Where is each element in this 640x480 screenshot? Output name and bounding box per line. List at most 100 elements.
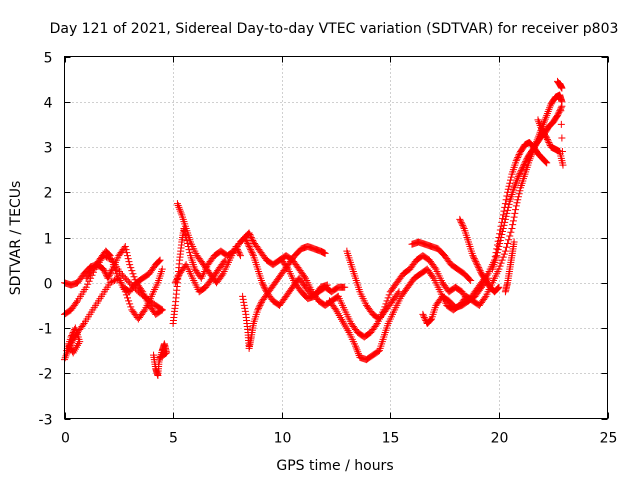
data-point bbox=[501, 247, 509, 255]
plot-frame bbox=[64, 56, 608, 419]
data-point bbox=[241, 234, 249, 241]
data-point bbox=[175, 271, 183, 279]
axis-ticks bbox=[64, 56, 609, 420]
data-point bbox=[72, 298, 80, 306]
data-point bbox=[172, 277, 180, 285]
data-point bbox=[341, 283, 349, 291]
data-point bbox=[499, 215, 507, 223]
data-point bbox=[130, 273, 138, 281]
data-point bbox=[110, 264, 118, 272]
data-point bbox=[105, 273, 113, 281]
data-point bbox=[126, 279, 134, 287]
data-point bbox=[105, 271, 113, 279]
data-point bbox=[104, 274, 112, 282]
data-point bbox=[257, 298, 265, 306]
series-track-t bbox=[534, 77, 567, 169]
data-point bbox=[476, 267, 484, 275]
data-point bbox=[249, 250, 257, 258]
data-point bbox=[472, 259, 480, 267]
data-point bbox=[505, 200, 513, 208]
data-point bbox=[155, 257, 163, 265]
data-point bbox=[497, 259, 505, 267]
data-point bbox=[301, 273, 309, 281]
data-point bbox=[510, 213, 518, 221]
x-tick-label: 15 bbox=[382, 431, 400, 447]
data-point bbox=[84, 280, 92, 288]
series-track-g bbox=[169, 224, 342, 327]
data-point bbox=[495, 265, 503, 273]
data-point bbox=[496, 240, 504, 248]
grid-lines bbox=[64, 56, 608, 419]
data-point bbox=[233, 244, 241, 252]
data-point bbox=[257, 300, 265, 308]
data-point bbox=[140, 307, 148, 315]
data-point bbox=[67, 344, 75, 352]
data-point bbox=[186, 249, 194, 257]
data-point bbox=[504, 203, 512, 211]
data-point bbox=[459, 221, 467, 229]
data-point bbox=[173, 274, 181, 282]
data-point bbox=[493, 249, 501, 257]
data-point bbox=[514, 152, 522, 160]
data-point bbox=[512, 202, 520, 210]
y-tick-label: 5 bbox=[44, 51, 53, 67]
data-point bbox=[420, 313, 428, 321]
data-point bbox=[513, 155, 521, 163]
data-point bbox=[221, 256, 229, 264]
data-point bbox=[106, 252, 114, 260]
data-point bbox=[493, 285, 501, 293]
data-point bbox=[125, 258, 133, 266]
data-point bbox=[232, 243, 240, 251]
data-point bbox=[395, 288, 403, 296]
data-point bbox=[105, 251, 113, 259]
data-point bbox=[239, 295, 247, 303]
data-point bbox=[456, 215, 464, 223]
data-point bbox=[256, 301, 264, 309]
data-point bbox=[100, 265, 108, 273]
data-point bbox=[427, 316, 435, 324]
data-point bbox=[121, 243, 129, 251]
data-point bbox=[499, 224, 507, 232]
data-point bbox=[499, 253, 507, 261]
data-point bbox=[247, 246, 255, 254]
data-point bbox=[244, 240, 252, 248]
data-point bbox=[372, 321, 380, 329]
data-point bbox=[323, 281, 331, 289]
y-tick-label: 1 bbox=[44, 232, 53, 248]
data-point bbox=[123, 276, 131, 284]
data-point bbox=[385, 291, 393, 299]
data-point bbox=[171, 279, 179, 287]
data-point bbox=[500, 250, 508, 258]
data-point bbox=[109, 277, 117, 285]
data-point bbox=[514, 193, 522, 201]
data-point bbox=[509, 221, 517, 229]
data-point bbox=[496, 262, 504, 270]
data-point bbox=[158, 265, 166, 273]
data-point bbox=[521, 159, 529, 167]
data-point bbox=[503, 243, 511, 251]
data-point bbox=[123, 249, 131, 257]
data-point bbox=[155, 258, 163, 266]
data-point bbox=[120, 273, 128, 281]
data-point bbox=[120, 244, 128, 252]
data-point bbox=[518, 165, 526, 173]
data-point bbox=[247, 234, 255, 241]
data-point bbox=[503, 192, 511, 200]
data-point bbox=[218, 271, 226, 279]
data-point bbox=[112, 267, 120, 275]
data-point bbox=[556, 93, 564, 101]
data-point bbox=[458, 220, 466, 228]
x-tick-label: 25 bbox=[600, 431, 618, 447]
data-point bbox=[123, 252, 131, 260]
data-point bbox=[510, 238, 518, 246]
data-point bbox=[475, 265, 483, 273]
data-point bbox=[100, 267, 108, 275]
data-point bbox=[470, 253, 478, 261]
data-point bbox=[522, 157, 530, 165]
data-point bbox=[506, 176, 514, 184]
series-track-d bbox=[82, 247, 164, 296]
data-point bbox=[505, 236, 513, 244]
data-point bbox=[247, 232, 255, 240]
data-point bbox=[129, 270, 137, 278]
data-point bbox=[235, 249, 243, 257]
